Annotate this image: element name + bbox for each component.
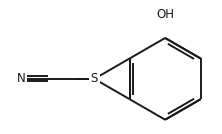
- Text: N: N: [17, 72, 26, 85]
- Text: S: S: [91, 72, 98, 85]
- Text: N: N: [90, 72, 99, 85]
- Text: OH: OH: [156, 8, 174, 21]
